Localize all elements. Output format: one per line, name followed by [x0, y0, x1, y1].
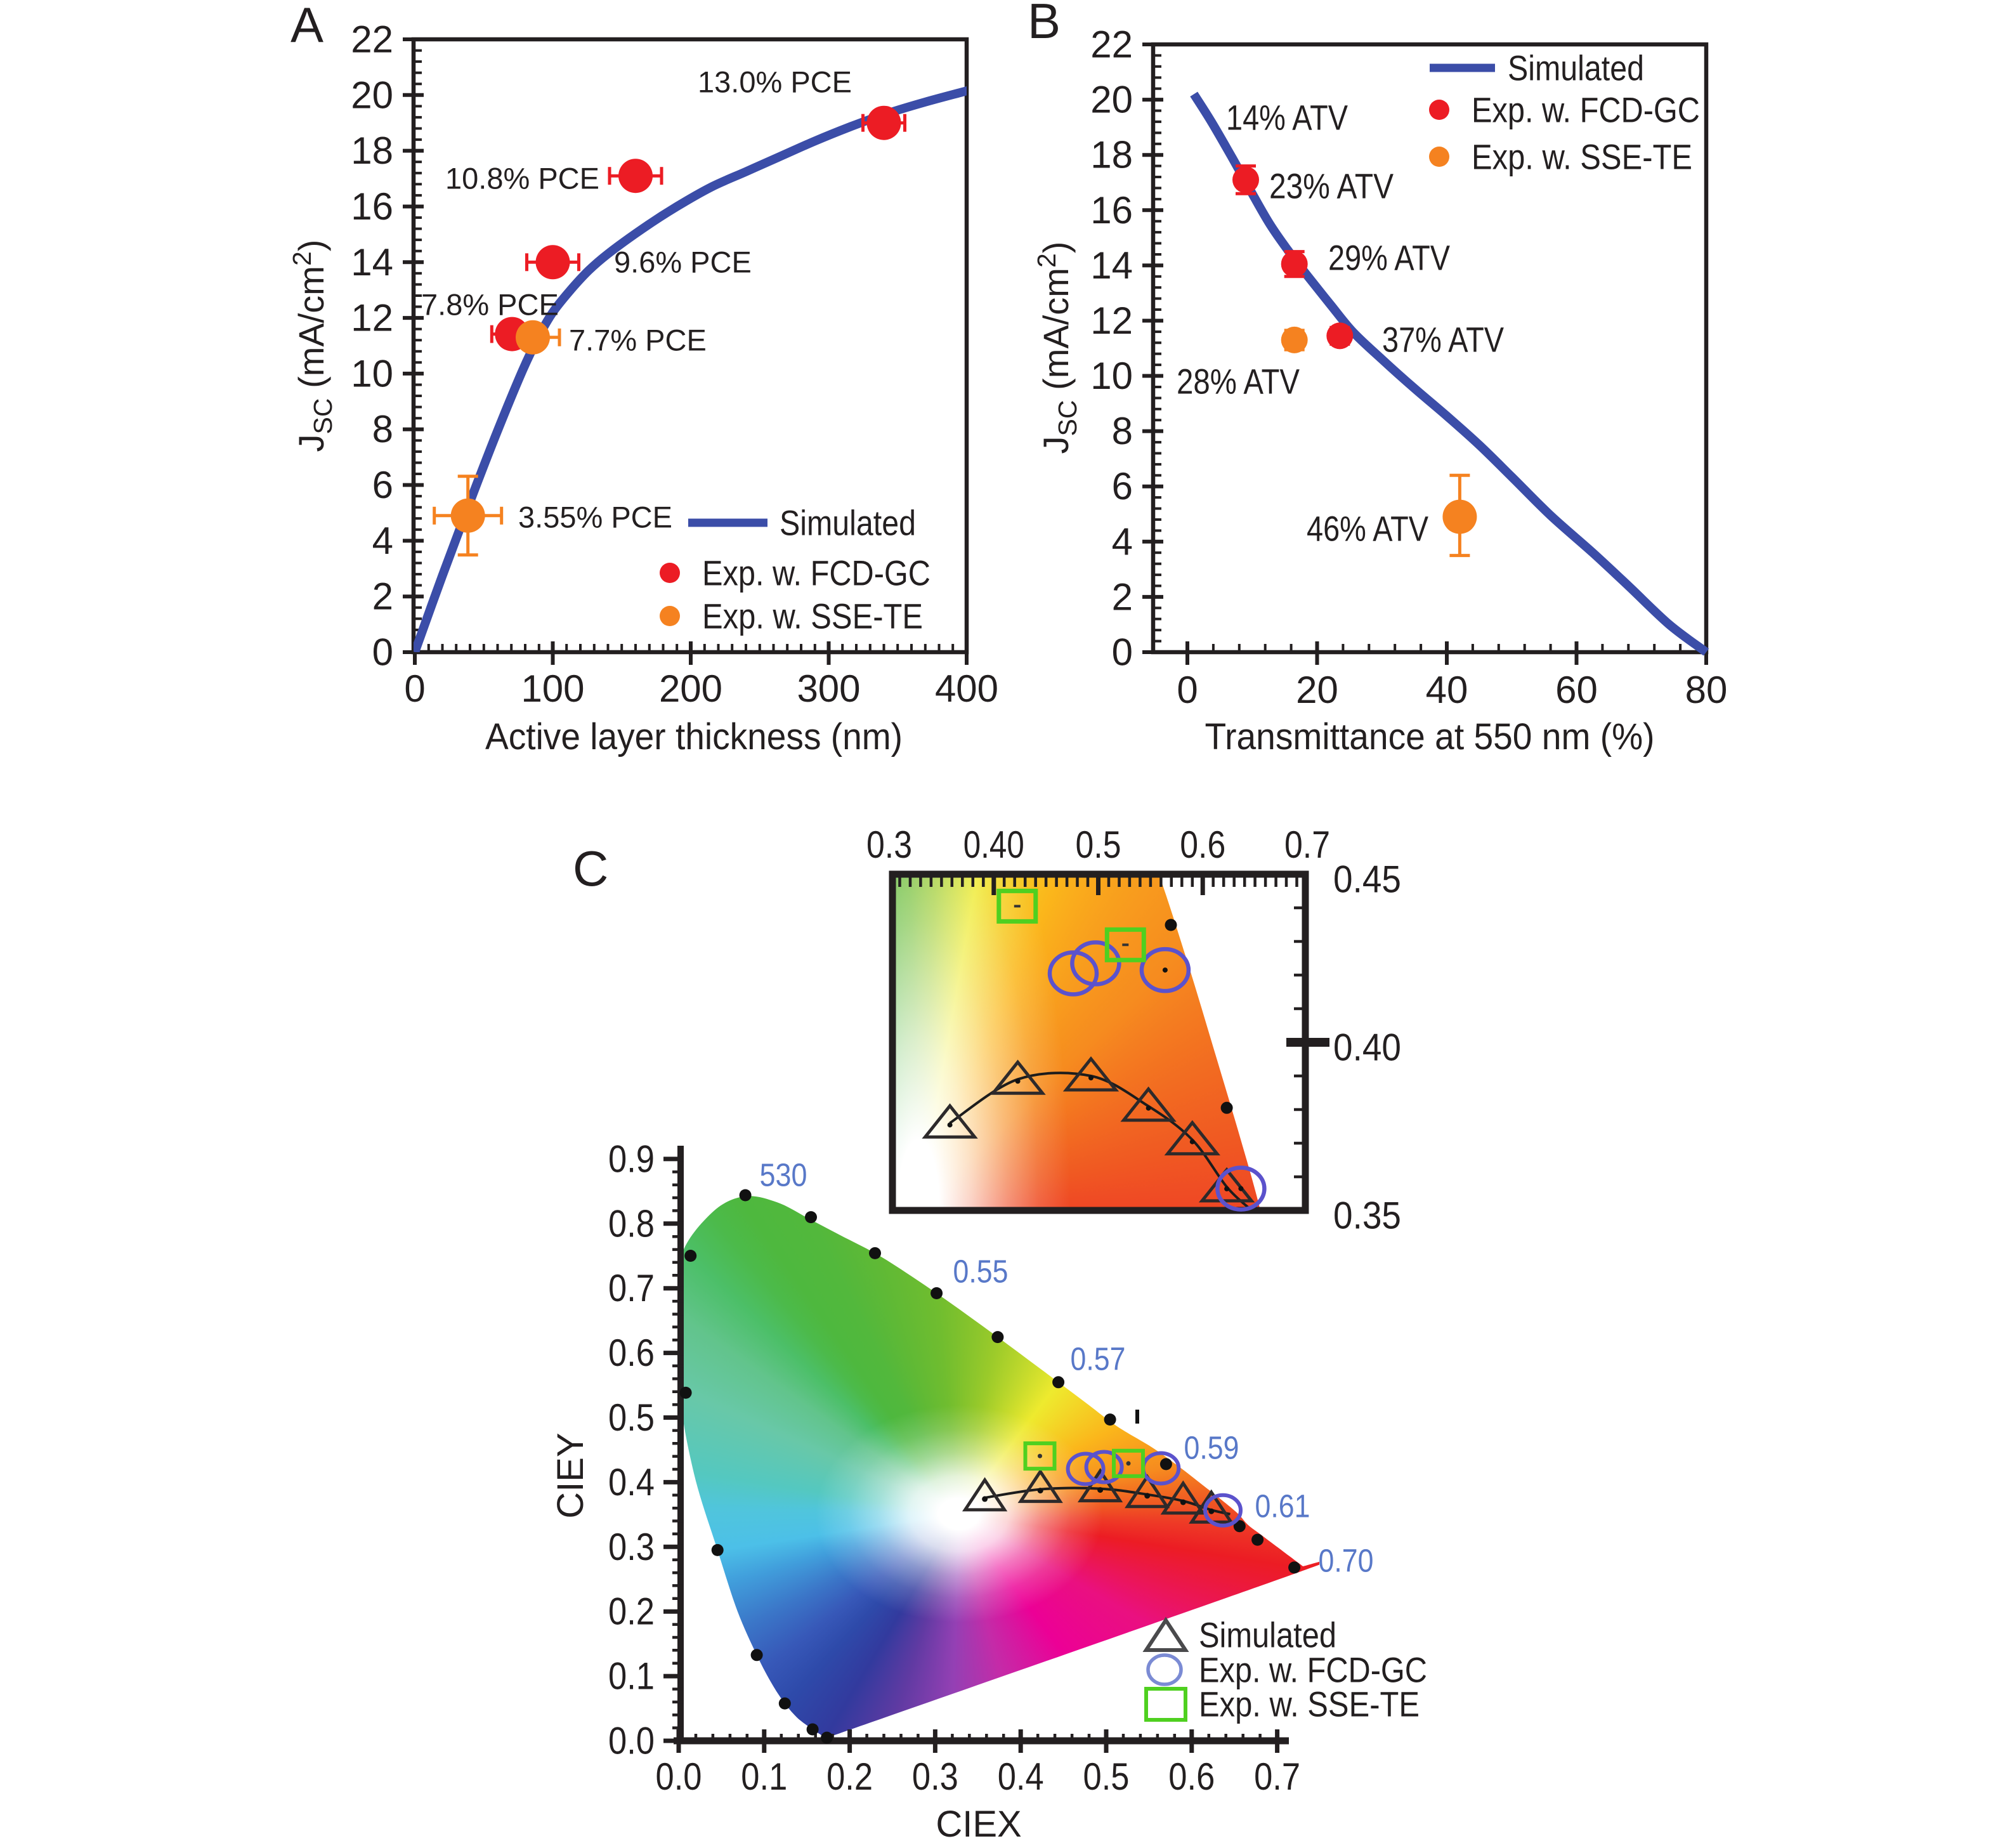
svg-text:Simulated: Simulated	[1508, 48, 1644, 88]
svg-text:9.6% PCE: 9.6% PCE	[614, 246, 752, 279]
svg-text:0.2: 0.2	[608, 1590, 655, 1633]
svg-text:0.6: 0.6	[1168, 1755, 1215, 1798]
svg-text:0.7: 0.7	[1254, 1755, 1300, 1798]
svg-text:0.5: 0.5	[1083, 1755, 1130, 1798]
svg-text:0.9: 0.9	[608, 1137, 655, 1180]
svg-text:13.0% PCE: 13.0% PCE	[698, 65, 852, 99]
svg-text:0.45: 0.45	[1333, 858, 1401, 901]
svg-text:JSC (mA/cm2): JSC (mA/cm2)	[1032, 242, 1082, 454]
svg-text:12: 12	[1090, 299, 1133, 342]
svg-text:0: 0	[1112, 631, 1133, 674]
svg-text:JSC (mA/cm2): JSC (mA/cm2)	[287, 240, 337, 452]
svg-text:100: 100	[521, 667, 584, 710]
svg-text:16: 16	[351, 185, 393, 228]
svg-text:18: 18	[351, 129, 393, 172]
svg-text:0.7: 0.7	[608, 1267, 655, 1309]
svg-text:0.4: 0.4	[608, 1461, 655, 1504]
svg-text:0.55: 0.55	[953, 1254, 1009, 1290]
svg-text:400: 400	[935, 667, 998, 710]
svg-text:29% ATV: 29% ATV	[1328, 238, 1451, 278]
svg-text:6: 6	[1112, 465, 1133, 508]
svg-text:300: 300	[797, 667, 860, 710]
svg-text:10: 10	[1090, 355, 1133, 397]
svg-text:Simulated: Simulated	[1199, 1615, 1336, 1655]
svg-text:0: 0	[372, 631, 393, 674]
svg-text:Exp. w. SSE-TE: Exp. w. SSE-TE	[1199, 1684, 1420, 1724]
svg-text:2: 2	[372, 575, 393, 618]
svg-text:6: 6	[372, 464, 393, 506]
svg-text:0.6: 0.6	[1180, 823, 1225, 866]
svg-text:20: 20	[351, 74, 393, 116]
svg-text:0.40: 0.40	[963, 823, 1024, 866]
svg-text:0.2: 0.2	[826, 1755, 873, 1798]
svg-text:16: 16	[1090, 189, 1133, 232]
svg-text:B: B	[1028, 0, 1061, 49]
svg-text:14: 14	[1090, 244, 1133, 287]
svg-text:CIEY: CIEY	[550, 1432, 591, 1518]
svg-text:3.55% PCE: 3.55% PCE	[518, 501, 672, 534]
svg-text:28% ATV: 28% ATV	[1177, 362, 1300, 402]
svg-text:0.57: 0.57	[1071, 1341, 1126, 1377]
svg-text:0.70: 0.70	[1319, 1543, 1374, 1579]
svg-text:10.8% PCE: 10.8% PCE	[445, 162, 599, 195]
svg-text:14% ATV: 14% ATV	[1226, 98, 1348, 138]
svg-text:0: 0	[1177, 669, 1198, 711]
svg-text:0.4: 0.4	[998, 1755, 1044, 1798]
svg-text:0.8: 0.8	[608, 1202, 655, 1245]
svg-text:20: 20	[1296, 669, 1338, 711]
svg-text:40: 40	[1426, 669, 1468, 711]
svg-text:0.5: 0.5	[608, 1396, 655, 1439]
svg-text:Exp. w. SSE-TE: Exp. w. SSE-TE	[702, 596, 923, 636]
svg-text:12: 12	[351, 297, 393, 339]
svg-text:4: 4	[1112, 520, 1133, 563]
svg-text:60: 60	[1555, 669, 1598, 711]
svg-text:8: 8	[1112, 410, 1133, 452]
svg-text:22: 22	[351, 18, 393, 61]
svg-text:Exp. w. SSE-TE: Exp. w. SSE-TE	[1472, 137, 1692, 177]
svg-text:0.7: 0.7	[1284, 823, 1330, 866]
svg-text:Simulated: Simulated	[780, 503, 916, 543]
svg-text:Exp. w. FCD-GC: Exp. w. FCD-GC	[1199, 1650, 1427, 1690]
svg-text:0.40: 0.40	[1333, 1026, 1401, 1069]
svg-text:8: 8	[372, 408, 393, 450]
svg-text:CIEX: CIEX	[936, 1804, 1021, 1845]
svg-text:14: 14	[351, 241, 393, 284]
svg-text:0.3: 0.3	[608, 1526, 655, 1568]
svg-text:C: C	[573, 841, 608, 896]
svg-text:0.3: 0.3	[866, 823, 912, 866]
svg-text:200: 200	[659, 667, 722, 710]
svg-text:22: 22	[1090, 23, 1133, 66]
svg-text:23% ATV: 23% ATV	[1269, 166, 1394, 206]
svg-text:7.8% PCE: 7.8% PCE	[421, 288, 559, 322]
svg-text:0.0: 0.0	[656, 1755, 702, 1798]
svg-text:Exp. w. FCD-GC: Exp. w. FCD-GC	[1472, 90, 1700, 130]
svg-text:0.6: 0.6	[608, 1332, 655, 1374]
svg-text:A: A	[291, 0, 323, 53]
svg-text:Exp. w. FCD-GC: Exp. w. FCD-GC	[702, 553, 930, 593]
svg-text:2: 2	[1112, 575, 1133, 618]
svg-text:46% ATV: 46% ATV	[1307, 509, 1429, 549]
svg-text:4: 4	[372, 520, 393, 562]
svg-text:0.5: 0.5	[1076, 823, 1121, 866]
svg-text:0.1: 0.1	[608, 1655, 655, 1698]
svg-text:10: 10	[351, 352, 393, 395]
svg-text:0.61: 0.61	[1255, 1488, 1310, 1524]
svg-text:0.3: 0.3	[912, 1755, 958, 1798]
svg-text:0.35: 0.35	[1333, 1195, 1401, 1237]
svg-text:530: 530	[760, 1157, 807, 1193]
svg-text:20: 20	[1090, 79, 1133, 121]
svg-text:0.0: 0.0	[608, 1720, 655, 1762]
svg-text:18: 18	[1090, 134, 1133, 176]
svg-text:7.7% PCE: 7.7% PCE	[569, 324, 707, 357]
svg-text:0.1: 0.1	[741, 1755, 787, 1798]
svg-text:Active layer thickness (nm): Active layer thickness (nm)	[485, 716, 903, 757]
svg-text:80: 80	[1685, 669, 1728, 711]
svg-text:37% ATV: 37% ATV	[1382, 320, 1505, 360]
svg-text:0: 0	[404, 667, 425, 710]
svg-text:0.59: 0.59	[1184, 1430, 1239, 1466]
svg-text:Transmittance at 550 nm (%): Transmittance at 550 nm (%)	[1205, 716, 1655, 757]
